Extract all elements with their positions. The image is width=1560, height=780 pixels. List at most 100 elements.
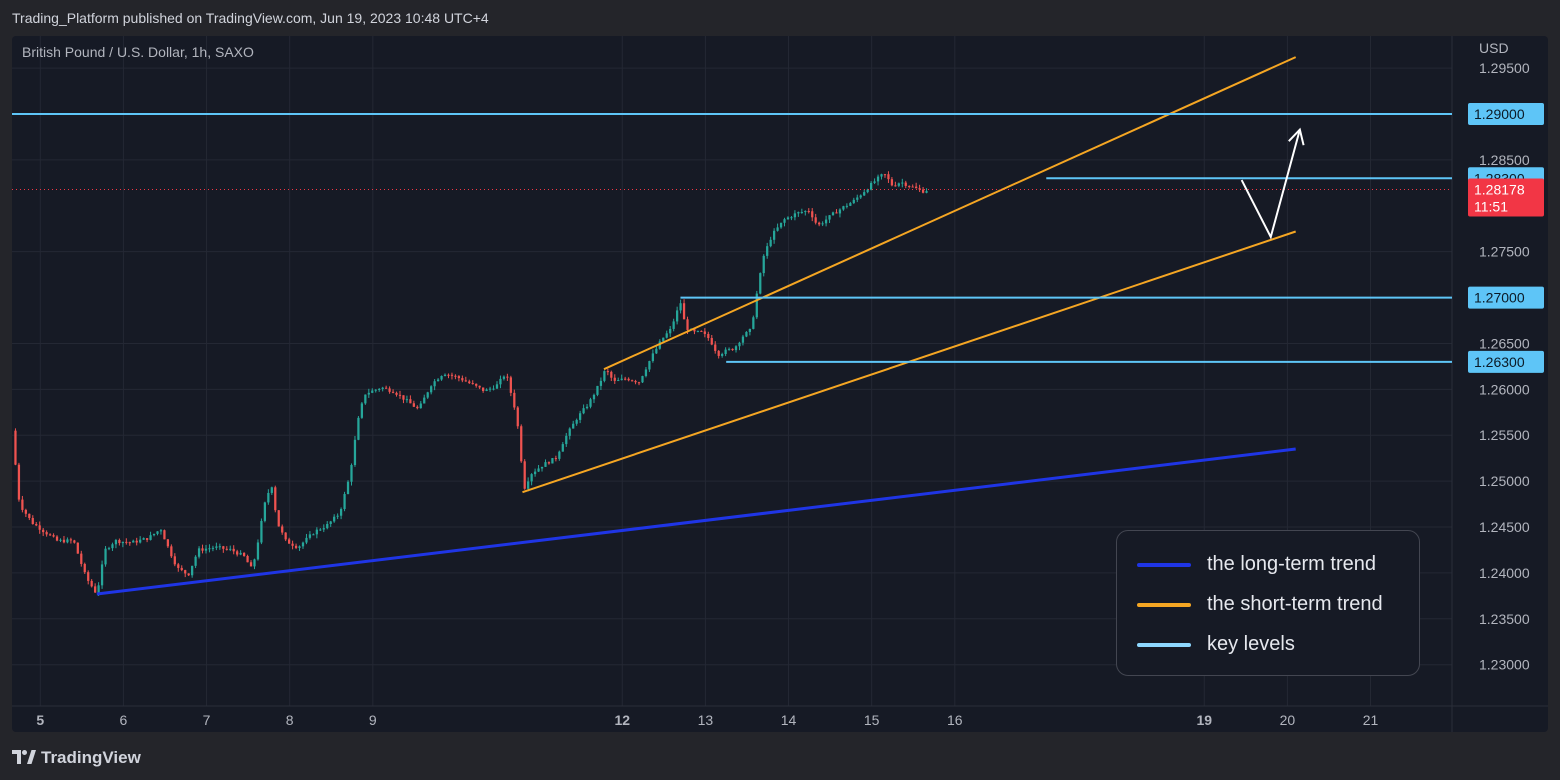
candle-body [236, 551, 239, 555]
candle-body [915, 186, 918, 189]
candle-body [194, 556, 197, 566]
candle-body [918, 188, 921, 190]
candle-body [717, 350, 720, 356]
candle-body [752, 317, 755, 329]
candle-body [367, 392, 370, 395]
candle-body [170, 546, 173, 557]
legend-swatch-long-term [1137, 563, 1191, 567]
projection-arrow [1240, 129, 1301, 240]
candle-body [544, 462, 547, 467]
candle-body [651, 353, 655, 362]
candle-body [818, 222, 821, 225]
candle-body [665, 333, 668, 338]
candle-body [471, 383, 474, 385]
candle-body [575, 419, 578, 424]
candle-body [277, 510, 280, 527]
candle-body [672, 321, 675, 329]
candle-body [430, 386, 433, 393]
candle-body [402, 395, 405, 400]
candle-body [409, 399, 412, 404]
candle-body [811, 211, 814, 218]
candle-body [308, 534, 312, 538]
candle-body [845, 205, 849, 207]
candle-body [35, 524, 38, 526]
candle-body [38, 525, 41, 530]
candle-body [301, 542, 305, 547]
candle-body [814, 217, 817, 223]
candle-body [419, 403, 422, 409]
y-tick-label: 1.26000 [1479, 381, 1530, 397]
candle-body [319, 529, 322, 531]
candle-body [585, 406, 589, 409]
candle-body [738, 342, 741, 347]
candle-body [222, 546, 225, 549]
candle-body [159, 530, 163, 532]
candle-body [260, 520, 263, 543]
candle-body [333, 516, 336, 522]
candle-body [132, 540, 135, 543]
candle-body [42, 529, 45, 533]
candle-body [385, 387, 388, 389]
candle-body [305, 537, 308, 543]
key-level-label: 1.27000 [1474, 290, 1525, 306]
x-tick-label: 5 [36, 712, 44, 728]
candle-body [800, 212, 803, 214]
candle-body [890, 179, 894, 186]
currency-label: USD [1479, 40, 1509, 56]
x-tick-label: 8 [286, 712, 294, 728]
candle-body [90, 580, 93, 587]
candle-body [28, 513, 31, 518]
candle-body [360, 403, 364, 418]
candle-body [388, 388, 391, 392]
candle-body [901, 182, 904, 184]
candle-body [232, 548, 235, 552]
candle-body [786, 217, 790, 220]
candle-body [436, 379, 440, 382]
candle-body [779, 222, 783, 228]
candle-body [454, 375, 457, 377]
candle-body [73, 540, 76, 543]
candle-body [163, 530, 166, 540]
publish-info: Trading_Platform published on TradingVie… [12, 10, 489, 26]
key-level-label-bg [1468, 350, 1544, 373]
candle-body [578, 413, 582, 420]
candle-body [644, 369, 648, 377]
candle-body [866, 189, 869, 193]
candle-body [468, 381, 471, 384]
candle-body [52, 535, 55, 537]
candle-body [298, 546, 301, 548]
candle-body [180, 567, 183, 571]
candle-body [561, 444, 564, 452]
candle-body [755, 293, 758, 318]
candle-body [225, 548, 228, 550]
chart-frame[interactable]: 1.23000 1.23500 1.24000 1.24500 1.25000 1.255… [12, 36, 1548, 732]
candle-body [215, 546, 218, 548]
candle-body [416, 406, 419, 409]
candle-body [734, 346, 738, 351]
candle-body [426, 392, 429, 398]
candle-body [502, 376, 506, 379]
x-tick-label: 14 [781, 712, 797, 728]
candle-body [835, 212, 838, 214]
candle-body [859, 195, 862, 198]
candle-body [880, 174, 883, 177]
candle-body [537, 468, 540, 472]
candle-body [177, 564, 180, 568]
candle-body [21, 499, 24, 510]
candle-body [766, 246, 769, 256]
candle-body [620, 378, 623, 381]
candle-body [842, 206, 845, 210]
candle-body [852, 199, 855, 204]
candle-body [173, 556, 176, 565]
candle-body [807, 211, 810, 213]
legend-swatch-key-levels [1137, 643, 1191, 647]
candle-body [554, 458, 558, 460]
candle-body [447, 374, 450, 376]
candle-body [267, 492, 270, 503]
candle-body [783, 219, 786, 223]
candle-body [662, 337, 665, 342]
candle-body [731, 348, 734, 351]
candle-body [582, 408, 585, 414]
x-tick-label: 7 [203, 712, 211, 728]
candle-body [249, 562, 253, 567]
